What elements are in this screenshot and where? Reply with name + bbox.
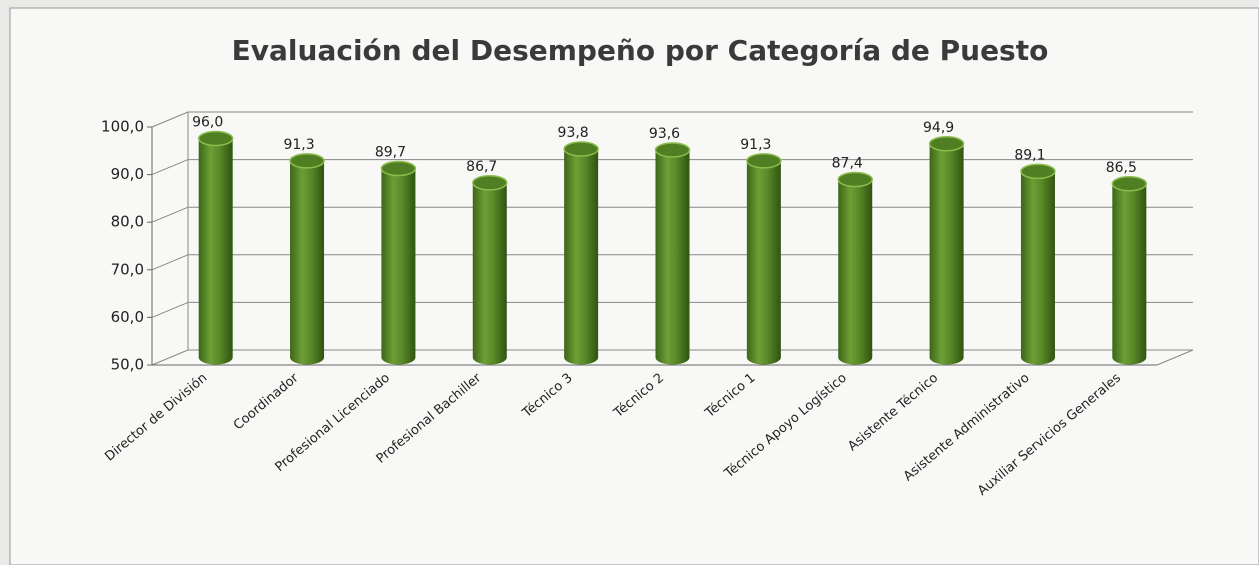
chart-area <box>9 7 1259 565</box>
bar <box>197 130 234 365</box>
y-tick-label: 70,0 <box>111 260 144 278</box>
grid-line <box>151 254 189 271</box>
bar-body <box>564 149 599 365</box>
bar-body <box>655 149 690 365</box>
bar-body <box>1112 183 1147 365</box>
bar-top <box>472 175 508 191</box>
value-label: 96,0 <box>192 115 223 131</box>
value-label: 93,6 <box>649 126 680 142</box>
y-tick-label: 60,0 <box>111 308 144 326</box>
bar-body <box>198 138 233 365</box>
bar <box>380 160 417 365</box>
bar-body <box>472 182 507 365</box>
bar-body <box>290 160 325 365</box>
bar-top <box>654 142 691 158</box>
grid-line <box>151 206 189 223</box>
grid-line <box>151 349 189 366</box>
bar-top <box>746 153 782 169</box>
bar-top <box>837 171 873 188</box>
bar-body <box>1020 171 1055 365</box>
y-tick-label: 80,0 <box>111 213 144 231</box>
y-tick-label: 90,0 <box>111 165 144 183</box>
bar-top <box>380 160 417 177</box>
value-label: 86,7 <box>466 159 497 175</box>
value-label: 89,7 <box>375 145 406 161</box>
grid-line <box>151 159 189 176</box>
bar <box>928 136 965 365</box>
y-tick-label: 50,0 <box>111 356 144 374</box>
value-label: 91,3 <box>283 137 314 153</box>
bar-body <box>929 143 964 365</box>
bar <box>837 171 873 365</box>
bar-body <box>838 179 873 365</box>
bar <box>1020 163 1056 365</box>
value-label: 91,3 <box>740 137 771 153</box>
bar <box>746 153 782 365</box>
grid-line <box>151 111 189 128</box>
floor-edge <box>1156 349 1194 366</box>
bar <box>1111 176 1148 365</box>
bar-top <box>1020 163 1056 180</box>
value-label: 86,5 <box>1106 160 1137 176</box>
bar <box>563 141 599 365</box>
bar <box>472 175 508 365</box>
value-label: 93,8 <box>558 125 589 141</box>
bar-body <box>746 160 781 365</box>
bar-top <box>197 130 234 147</box>
value-label: 89,1 <box>1014 147 1045 163</box>
value-label: 94,9 <box>923 120 954 136</box>
y-tick-label: 100,0 <box>101 118 144 136</box>
bar <box>289 153 325 365</box>
bar-top <box>1111 176 1148 192</box>
bar-top <box>563 141 599 157</box>
bar-top <box>289 153 325 169</box>
chart-title: Evaluación del Desempeño por Categoría d… <box>232 34 1049 67</box>
value-label: 87,4 <box>832 155 863 171</box>
bar-top <box>928 136 965 152</box>
bar <box>654 142 691 365</box>
bar-body <box>381 168 416 365</box>
grid-line <box>151 301 189 318</box>
